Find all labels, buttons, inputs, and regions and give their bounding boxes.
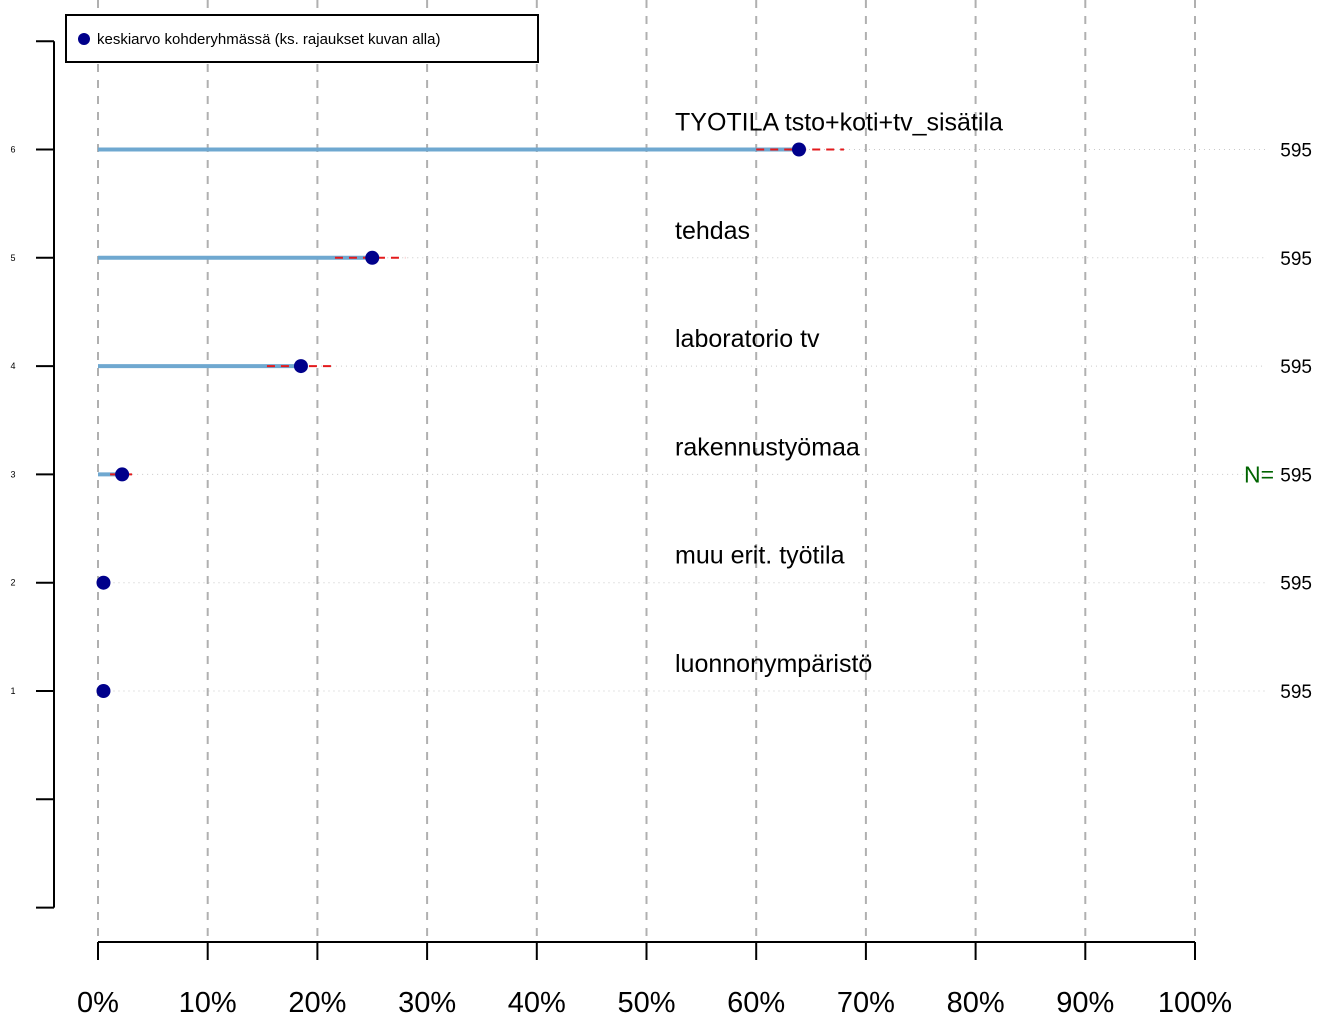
legend-marker: [78, 33, 90, 45]
n-value: 595: [1280, 357, 1312, 378]
y-tick-label: 5: [10, 253, 15, 263]
x-tick-label: 40%: [508, 987, 566, 1016]
y-tick-label: 3: [10, 469, 15, 479]
n-value: 595: [1280, 141, 1312, 162]
x-tick-label: 20%: [288, 987, 346, 1016]
n-value: 595: [1280, 682, 1312, 703]
mean-point: [96, 575, 111, 590]
n-value: 595: [1280, 249, 1312, 270]
x-tick-label: 0%: [77, 987, 119, 1016]
mean-point: [791, 142, 806, 157]
grid-layer: [97, 0, 1196, 942]
category-label: muu erit. työtila: [675, 542, 845, 570]
n-value: 595: [1280, 465, 1312, 486]
series: [96, 142, 1265, 698]
n-value: 595: [1280, 574, 1312, 595]
mean-point: [293, 359, 308, 374]
y-tick-label: 6: [10, 145, 15, 155]
x-tick-label: 70%: [837, 987, 895, 1016]
x-tick-label: 50%: [617, 987, 675, 1016]
legend-box: [65, 14, 539, 63]
category-label: rakennustyömaa: [675, 433, 860, 461]
category-labels: TYOTILA tsto+koti+tv_sisätila 595 tehdas 59…: [675, 109, 1312, 704]
y-axis: 1 2 3 4 5 6: [10, 40, 55, 909]
x-tick-label: 60%: [727, 987, 785, 1016]
x-tick-label: 90%: [1056, 987, 1114, 1016]
category-label: laboratorio tv: [675, 325, 820, 353]
n-prefix: N=: [1244, 461, 1274, 487]
x-tick-label: 30%: [398, 987, 456, 1016]
mean-point: [115, 467, 130, 482]
x-axis: 0% 10% 20% 30% 40% 50% 60% 70% 80% 90% 100%: [77, 941, 1232, 1016]
x-tick-label: 10%: [179, 987, 237, 1016]
x-tick-label: 100%: [1158, 987, 1232, 1016]
y-tick-label: 2: [10, 578, 15, 588]
category-label: TYOTILA tsto+koti+tv_sisätila: [675, 109, 1003, 137]
legend: keskiarvo kohderyhmässä (ks. rajaukset k…: [65, 14, 539, 63]
mean-point: [365, 250, 380, 265]
category-label: tehdas: [675, 217, 750, 245]
y-tick-label: 1: [10, 686, 15, 696]
legend-label: keskiarvo kohderyhmässä (ks. rajaukset k…: [97, 31, 440, 48]
x-tick-label: 80%: [947, 987, 1005, 1016]
mean-point: [96, 684, 111, 698]
y-tick-label: 4: [10, 361, 15, 371]
category-label: luonnonympäristö: [675, 650, 872, 678]
